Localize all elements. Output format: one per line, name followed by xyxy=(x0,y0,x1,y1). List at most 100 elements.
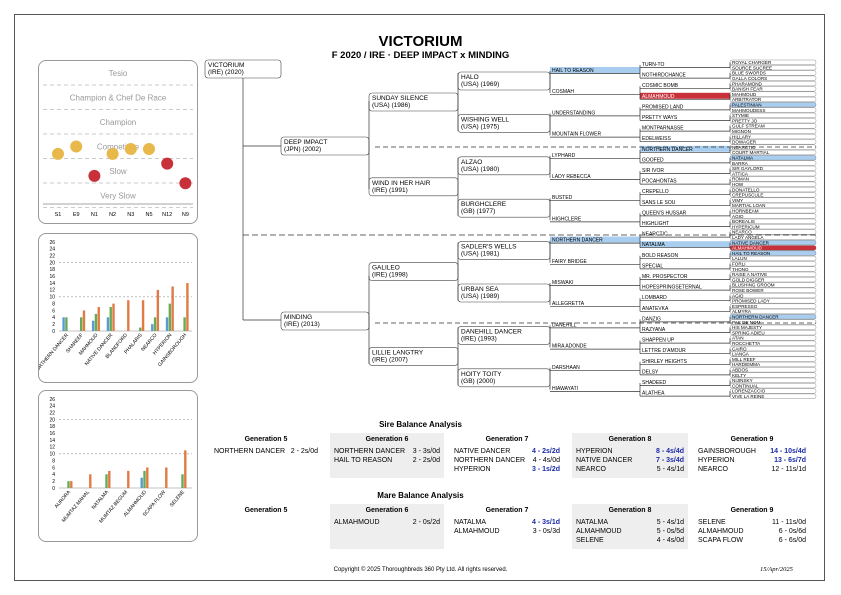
g7-ancestor-name: BANISH FEAR xyxy=(732,87,763,92)
g4-ancestor-info: (USA) (1975) xyxy=(461,123,499,130)
rating-point xyxy=(179,177,192,190)
rating-x-label: S1 xyxy=(55,212,62,218)
g7-ancestor-name: DONATELLO xyxy=(732,187,760,192)
g7-ancestor-box xyxy=(729,314,817,320)
balance-value: 7 - 3s/4d xyxy=(655,457,684,464)
g6-ancestor-name: PROMISED LAND xyxy=(642,104,684,110)
g7-ancestor-name: BARRA xyxy=(732,161,749,166)
balance-column-header: Generation 6 xyxy=(365,436,409,443)
balance-ancestor: HAIL TO REASON xyxy=(334,457,393,464)
g7-ancestor-box xyxy=(729,80,817,87)
balance-column-header: Generation 5 xyxy=(244,436,288,443)
rating-band-label: Champion & Chef De Race xyxy=(70,94,167,103)
balance-value: 4 - 4s/0d xyxy=(532,457,560,464)
balance-ancestor: SELENE xyxy=(698,519,726,526)
g4-ancestor-name: HOITY TOITY xyxy=(461,371,502,378)
g7-ancestor-box xyxy=(729,377,817,383)
g5-ancestor-name: MIRA ADONDE xyxy=(552,344,587,350)
g7-ancestor-name: MAHMOUDESS xyxy=(732,108,765,113)
g5-ancestor-name: HAIL TO REASON xyxy=(552,68,594,74)
sire-chart-panel: 0 2 4 6 8 10 12 14 16 18 20 22 24 26 NORTHERN DANCER SH… xyxy=(33,233,198,383)
balance-ancestor: ALMAHMOUD xyxy=(454,528,500,535)
balance-ancestor: NORTHERN DANCER xyxy=(214,448,286,455)
g7-ancestor-name: MARTIAL LOAN xyxy=(732,203,765,208)
page-title: VICTORIUM xyxy=(378,33,463,50)
bar-y-tick: 2 xyxy=(52,322,55,328)
g5-ancestor-name: DARSHAAN xyxy=(552,365,580,371)
g5-ancestor-name: LYPHARD xyxy=(552,153,576,159)
g5-ancestor-name: NORTHERN DANCER xyxy=(552,238,603,244)
g7-ancestor-name: ROSE BOWER xyxy=(732,288,764,293)
bar-y-tick: 16 xyxy=(49,431,55,437)
rating-x-label: N3 xyxy=(127,212,134,218)
g7-ancestor-name: GULF STREAM xyxy=(732,124,765,129)
balance-value: 6 - 0s/6d xyxy=(778,528,806,535)
bar-y-tick: 0 xyxy=(52,329,55,335)
bar xyxy=(106,317,110,331)
rating-x-label: N1 xyxy=(91,212,98,218)
g7-ancestor-name: ATAN xyxy=(732,336,744,341)
g7-ancestor-box xyxy=(729,197,817,203)
g6-ancestor-name: NORTHERN DANCER xyxy=(642,147,693,153)
g6-ancestor-name: SANS LE SOU xyxy=(642,200,676,206)
balance-value: 3 - 0s/3d xyxy=(532,528,560,535)
g7-ancestor-name: SIR GAYLORD xyxy=(732,166,764,171)
g7-ancestor-name: ROYAL CHARGER xyxy=(732,60,772,65)
g7-ancestor-name: PAS DE NOM xyxy=(732,320,761,325)
balance-row: ALMAHMOUD 2 - 0s/2d xyxy=(334,518,440,527)
g7-ancestor-name: BOREALIS xyxy=(732,219,755,224)
balance-row: NEARCO 5 - 4s/1d xyxy=(576,465,684,474)
bar-y-tick: 26 xyxy=(49,240,55,246)
subject-name: VICTORIUM xyxy=(208,62,244,69)
g7-ancestor-name: HYPERICUM xyxy=(732,224,760,229)
balance-ancestor: SELENE xyxy=(576,537,604,544)
balance-row: NEARCO 12 - 11s/1d xyxy=(698,465,806,474)
rating-band-label: Champion xyxy=(100,118,136,127)
bar-y-tick: 12 xyxy=(49,288,55,294)
rating-point xyxy=(106,147,119,160)
bar xyxy=(112,303,115,331)
balance-row: HYPERION 8 - 4s/4d xyxy=(576,447,684,456)
g6-ancestor-name: BOLD REASON xyxy=(642,253,679,259)
rating-point xyxy=(124,142,137,155)
g2-ancestor-name: DEEP IMPACT xyxy=(284,139,327,146)
bar xyxy=(183,317,186,331)
g4-ancestor-name: ALZAO xyxy=(461,159,482,166)
copyright: Copyright © 2025 Thoroughbreds 360 Pty L… xyxy=(333,567,508,573)
g7-ancestor-box xyxy=(729,324,817,330)
balance-column: Generation 9 GAINSBOROUGH 14 - 10s/4d HYPER… xyxy=(694,433,810,478)
bar xyxy=(181,474,184,488)
g7-ancestor-name: SOURCE SUCREE xyxy=(732,65,772,70)
g6-ancestor-name: HIGHLIGHT xyxy=(642,221,669,227)
balance-value: 2 - 2s/0d xyxy=(412,457,440,464)
g7-ancestor-box xyxy=(729,261,817,267)
balance-row: HYPERION 3 - 1s/2d xyxy=(454,465,560,474)
g7-ancestor-name: PALESTINIAN xyxy=(732,103,762,108)
bar-y-tick: 26 xyxy=(49,397,55,403)
g7-ancestor-box xyxy=(729,208,817,214)
g5-ancestor-name: MISWAKI xyxy=(552,280,573,286)
balance-column: Generation 9 SELENE 11 - 11s/0d ALMAHMOUD 6 … xyxy=(694,504,810,549)
bar xyxy=(105,474,108,488)
g7-ancestor-name: AGIO xyxy=(732,293,744,298)
balance-value: 2 - 0s/2d xyxy=(412,519,440,526)
rating-x-label: N9 xyxy=(182,212,189,218)
balance-row: ALMAHMOUD 5 - 0s/5d xyxy=(576,527,684,536)
balance-column: Generation 7 NATALMA 4 - 3s/1d ALMAHMOUD 3 -… xyxy=(450,504,564,549)
g6-ancestor-name: ALATHEA xyxy=(642,391,665,397)
g6-ancestor-name: MR. PROSPECTOR xyxy=(642,274,688,280)
balance-row: NATALMA 5 - 4s/1d xyxy=(576,518,684,527)
balance-ancestor: ALMAHMOUD xyxy=(698,528,744,535)
g4-ancestor-name: SADLER'S WELLS xyxy=(461,244,517,251)
g7-ancestor-name: HARDIEMMA xyxy=(732,362,761,367)
report-date: 15/Apr/2025 xyxy=(760,566,793,573)
bar xyxy=(151,324,154,331)
balance-row: NORTHERN DANCER 4 - 4s/0d xyxy=(454,456,560,465)
g7-ancestor-name: CONTINUAL xyxy=(732,383,759,388)
g6-highlight xyxy=(640,241,730,248)
g7-ancestor-name: NIJINSKY xyxy=(732,378,753,383)
balance-column-header: Generation 6 xyxy=(365,507,409,514)
g7-ancestor-name: CREPUSCULE xyxy=(732,193,763,198)
